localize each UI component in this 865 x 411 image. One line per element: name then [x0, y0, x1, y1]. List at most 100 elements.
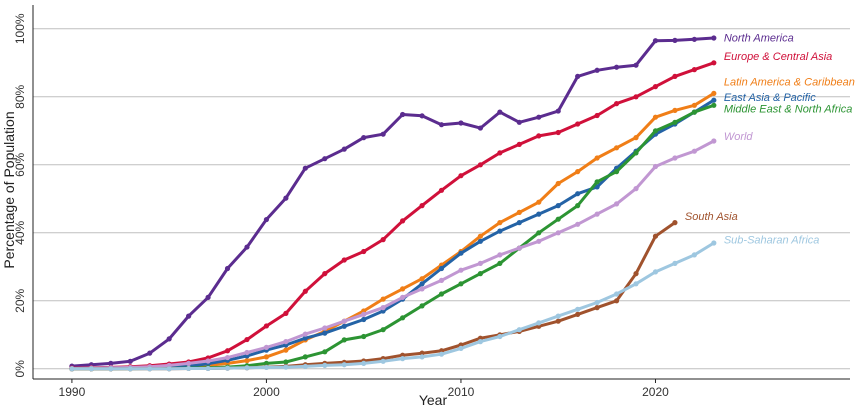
data-point	[652, 163, 659, 170]
data-point	[419, 281, 425, 287]
data-point	[302, 165, 308, 171]
data-point	[536, 230, 542, 236]
data-point	[711, 35, 717, 41]
data-point	[691, 252, 697, 258]
series-label-sub-saharan-africa: Sub-Saharan Africa	[724, 235, 820, 247]
data-point	[575, 73, 581, 79]
data-point	[341, 362, 347, 368]
data-point	[108, 360, 114, 366]
data-point	[575, 306, 581, 312]
data-point	[322, 330, 328, 336]
data-point	[477, 238, 484, 244]
data-point	[458, 267, 464, 273]
data-point	[322, 349, 328, 355]
data-point	[380, 131, 386, 137]
series-line-east-asia-pacific	[70, 98, 716, 371]
data-point	[399, 111, 406, 118]
axes: 0% 20% 40% 60% 80% 100% 1990 2000 2010 2020	[13, 5, 850, 399]
data-point	[361, 248, 367, 255]
data-point	[497, 252, 503, 258]
data-point	[497, 150, 503, 156]
data-point	[613, 298, 620, 304]
data-point	[399, 294, 406, 300]
data-point	[477, 125, 484, 131]
data-point	[380, 305, 386, 311]
data-point	[477, 233, 484, 239]
data-point	[555, 129, 561, 136]
data-point	[711, 60, 717, 66]
series-line-north-america	[70, 36, 716, 368]
data-point	[361, 311, 367, 317]
data-point	[691, 148, 697, 154]
data-point	[672, 119, 678, 125]
series-labels: North America Europe & Central Asia Latin …	[685, 32, 855, 246]
data-point	[555, 108, 561, 114]
data-point	[536, 320, 542, 326]
y-tick-label: 80%	[13, 84, 27, 108]
data-point	[224, 265, 231, 272]
data-point	[399, 356, 406, 362]
x-tick-label: 2020	[642, 385, 669, 399]
data-point	[477, 260, 484, 266]
data-point	[322, 271, 328, 277]
data-point	[458, 345, 464, 351]
data-point	[419, 113, 425, 119]
data-point	[88, 366, 94, 372]
data-point	[302, 288, 308, 294]
data-point	[575, 191, 581, 197]
data-point	[652, 269, 659, 275]
data-point	[458, 173, 464, 179]
series-label-east-asia-pacific: East Asia & Pacific	[724, 92, 816, 104]
data-point	[711, 138, 717, 144]
data-point	[438, 265, 445, 272]
data-point	[244, 244, 250, 250]
data-point	[555, 180, 561, 187]
data-point	[613, 291, 620, 297]
data-point	[613, 64, 620, 70]
data-point	[691, 36, 697, 42]
x-axis-title: Year	[419, 392, 448, 408]
data-point	[186, 313, 192, 319]
data-point	[147, 366, 153, 372]
y-tick-label: 100%	[13, 13, 27, 44]
data-point	[438, 187, 445, 193]
data-point	[263, 344, 270, 350]
data-point	[575, 221, 581, 227]
data-point	[555, 203, 561, 209]
data-point	[380, 237, 386, 243]
data-point	[633, 150, 639, 156]
data-point	[438, 351, 445, 357]
data-point	[283, 339, 289, 345]
data-point	[672, 37, 678, 43]
data-point	[438, 122, 445, 128]
data-point	[361, 333, 367, 340]
data-point	[555, 318, 561, 324]
data-point	[633, 281, 639, 287]
data-point	[672, 73, 678, 79]
data-point	[652, 128, 659, 134]
data-point	[283, 359, 289, 365]
data-point	[633, 94, 639, 100]
data-point	[224, 354, 231, 361]
series-label-north-america: North America	[724, 32, 794, 44]
data-point	[419, 303, 425, 309]
data-point	[186, 365, 192, 372]
data-point	[283, 347, 289, 353]
data-point	[458, 250, 464, 256]
data-point	[516, 209, 522, 215]
data-point	[263, 354, 270, 360]
data-point	[205, 358, 211, 364]
data-point	[691, 67, 697, 73]
data-point	[361, 135, 367, 141]
series-label-latin-america-caribbean: Latin America & Caribbean	[724, 77, 855, 89]
data-point	[224, 348, 231, 354]
data-point	[166, 336, 172, 342]
data-point	[419, 354, 425, 360]
data-point	[536, 199, 542, 205]
data-point	[652, 84, 659, 90]
data-point	[458, 120, 464, 126]
x-tick-label: 1990	[59, 385, 86, 399]
data-point	[633, 186, 639, 192]
y-tick-label: 40%	[13, 220, 27, 244]
y-tick-label: 0%	[13, 360, 27, 378]
